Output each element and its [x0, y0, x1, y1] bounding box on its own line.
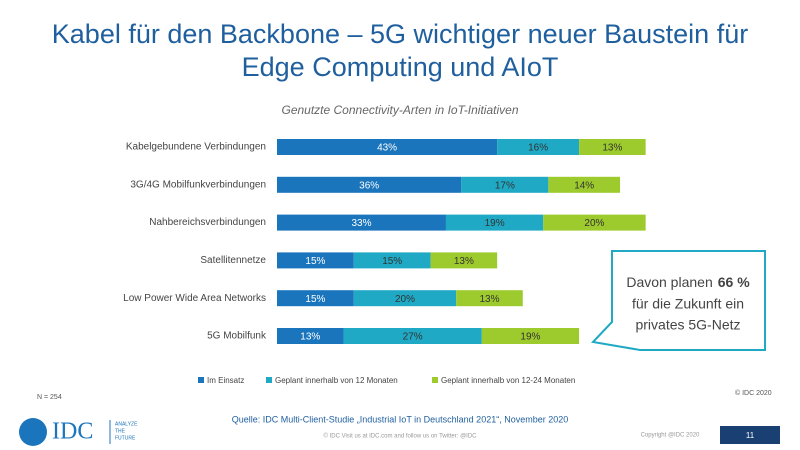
bar-segment [277, 328, 344, 344]
tagline: ANALYZE [115, 421, 138, 427]
category-label: Low Power Wide Area Networks [123, 293, 266, 304]
bar-segment [277, 290, 354, 307]
data-label: 15% [305, 294, 325, 305]
data-label: 17% [495, 180, 515, 191]
category-label: Satellitennetze [200, 255, 266, 266]
bar-segment [445, 214, 544, 231]
data-label: 19% [520, 332, 540, 343]
legend-swatch [266, 377, 272, 383]
bar-segment [277, 139, 498, 155]
footer-text: © IDC Visit us at IDC.com and follow us … [323, 433, 477, 440]
data-label: 15% [305, 256, 325, 267]
category-label: 3G/4G Mobilfunkverbindungen [130, 179, 266, 190]
bar-segment [497, 139, 580, 155]
bar-segment [461, 176, 549, 193]
data-label: 27% [403, 332, 423, 343]
bar-segment [353, 290, 457, 307]
bar-segment [277, 252, 354, 269]
data-label: 36% [359, 180, 379, 191]
legend-swatch [432, 377, 438, 383]
title: Edge Computing und AIoT [242, 52, 559, 82]
data-label: 16% [528, 143, 548, 154]
footer-copyright: Copyright @IDC 2020 [641, 433, 700, 439]
tagline: FUTURE [115, 435, 136, 441]
category-label: Nahbereichsverbindungen [149, 217, 266, 228]
callout-text: privates 5G-Netz [635, 317, 740, 333]
legend-label: Im Einsatz [207, 376, 244, 385]
data-label: 33% [351, 218, 371, 229]
data-label: 13% [300, 332, 320, 343]
bar-segment [430, 252, 498, 269]
bar-segment [277, 176, 462, 193]
logo-text: IDC [52, 419, 93, 445]
callout-text: für die Zukunft ein [632, 296, 744, 312]
logo: IDC ANALYZE THE FUTURE [19, 418, 138, 446]
page-box [720, 426, 780, 444]
logo-globe [19, 418, 47, 446]
data-label: 20% [584, 218, 604, 229]
data-label: 13% [602, 143, 622, 154]
copyright: © IDC 2020 [735, 389, 772, 397]
data-label: 20% [395, 294, 415, 305]
data-label: 15% [382, 256, 402, 267]
callout-box [590, 250, 766, 351]
legend-label: Geplant innerhalb von 12 Monaten [275, 376, 398, 385]
source: Quelle: IDC Multi-Client-Studie „Industr… [232, 414, 569, 424]
bar-segment [481, 328, 580, 344]
bar-segment [579, 139, 646, 155]
callout-text: Davon planen 66 % [626, 274, 750, 290]
category-label: 5G Mobilfunk [207, 331, 267, 342]
bar-segment [277, 214, 446, 231]
page-number: 11 [746, 431, 755, 440]
bar-segment [548, 176, 621, 193]
bar-segment [343, 328, 482, 344]
bar-segment [543, 214, 646, 231]
legend-swatch [198, 377, 204, 383]
data-label: 13% [454, 256, 474, 267]
note: N = 254 [37, 394, 62, 401]
bar-segment [456, 290, 523, 307]
category-label: Kabelgebundene Verbindungen [126, 142, 266, 153]
data-label: 43% [377, 143, 397, 154]
subtitle: Genutzte Connectivity-Arten in IoT-Initi… [281, 103, 518, 117]
legend-label: Geplant innerhalb von 12-24 Monaten [441, 376, 575, 385]
bar-segment [353, 252, 431, 269]
data-label: 14% [574, 180, 594, 191]
data-label: 19% [485, 218, 505, 229]
tagline: THE [115, 428, 126, 434]
data-label: 13% [479, 294, 499, 305]
title: Kabel für den Backbone – 5G wichtiger ne… [52, 19, 748, 49]
